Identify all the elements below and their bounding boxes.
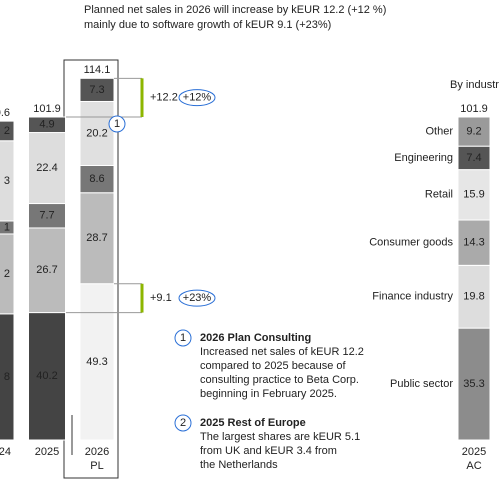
segment-label: 7.4 — [466, 152, 481, 164]
segment-name: Other — [425, 125, 453, 137]
note-line: from UK and kEUR 3.4 from — [200, 445, 337, 457]
bar-segment — [457, 264, 491, 329]
total-label: 0.6 — [0, 107, 10, 119]
segment-label: 40.2 — [36, 370, 57, 382]
segment-label: 28.7 — [86, 232, 107, 244]
segment-label: 14.3 — [463, 237, 484, 249]
segment-name: Consumer goods — [369, 237, 453, 249]
segment-label: 8.6 — [89, 173, 104, 185]
segment-label: 2 — [4, 125, 10, 137]
note-line: compared to 2025 because of — [200, 360, 346, 372]
segment-name: Finance industry — [372, 291, 453, 303]
segment-label: 8 — [4, 371, 10, 383]
percent-ellipse — [178, 89, 216, 107]
category-label: 24 — [0, 446, 11, 458]
bar-segment — [0, 140, 15, 222]
segment-label: 9.2 — [466, 125, 481, 137]
category-label: 2025 — [462, 446, 486, 458]
bar-segment — [457, 327, 491, 441]
segment-label: 7.7 — [39, 210, 54, 222]
category-label: 2025 — [35, 446, 59, 458]
category-sublabel: PL — [90, 460, 103, 472]
segment-label: 19.8 — [463, 291, 484, 303]
bar-segment — [457, 219, 491, 266]
marker-label: 1 — [114, 118, 120, 130]
note-marker-label: 2 — [180, 417, 186, 429]
total-label: 114.1 — [84, 64, 111, 76]
note-marker — [174, 414, 192, 432]
header-line: mainly due to software growth of kEUR 9.… — [84, 19, 331, 31]
delta-label: +12.2 — [150, 92, 178, 104]
segment-label: 20.2 — [86, 127, 107, 139]
total-label: 101.9 — [33, 103, 61, 115]
bar-segment — [28, 227, 66, 314]
segment-label: 2 — [4, 268, 10, 280]
bar-segment — [79, 164, 115, 194]
category-label: 2026 — [85, 446, 109, 458]
segment-label: 22.4 — [36, 162, 57, 174]
delta-label: +9.1 — [150, 292, 172, 304]
segment-label: 1 — [4, 221, 10, 233]
bar-segment — [28, 203, 66, 229]
segment-label: 35.3 — [463, 378, 484, 390]
segment-label: 26.7 — [36, 264, 57, 276]
bar-segment — [79, 77, 115, 102]
note-line: beginning in February 2025. — [200, 388, 337, 400]
bar-segment — [79, 283, 115, 441]
segment-name: Public sector — [390, 378, 453, 390]
segment-label: 49.3 — [86, 356, 107, 368]
note-line: The largest shares are kEUR 5.1 — [200, 431, 360, 443]
note-title: 2025 Rest of Europe — [200, 417, 306, 429]
bar-segment — [28, 116, 66, 134]
note-title: 2026 Plan Consulting — [200, 332, 311, 344]
bar-segment — [79, 192, 115, 285]
note-marker-label: 1 — [180, 332, 186, 344]
bar-segment — [0, 313, 15, 441]
segment-name: Retail — [425, 189, 453, 201]
note-line: Increased net sales of kEUR 12.2 — [200, 346, 364, 358]
bar-segment — [79, 100, 115, 166]
segment-label: 7.3 — [89, 84, 104, 96]
bar-segment — [28, 312, 66, 441]
note-marker — [174, 329, 192, 347]
bar-segment — [457, 169, 491, 221]
segment-label: 15.9 — [463, 189, 484, 201]
percent-label: +23% — [183, 292, 212, 304]
note-line: consulting practice to Beta Corp. — [200, 374, 359, 386]
chart-title: By industr — [450, 79, 499, 91]
segment-label: 4.9 — [39, 119, 54, 131]
bar-segment — [0, 220, 15, 235]
bar-segment — [0, 233, 15, 315]
marker-circle — [108, 115, 126, 133]
bar-segment — [28, 132, 66, 205]
segment-label: 3 — [4, 175, 10, 187]
segment-name: Engineering — [394, 152, 453, 164]
bar-segment — [0, 120, 15, 142]
percent-ellipse — [178, 289, 216, 307]
percent-label: +12% — [183, 92, 212, 104]
bar-segment — [457, 116, 491, 147]
header-line: Planned net sales in 2026 will increase … — [84, 4, 386, 16]
note-line: the Netherlands — [200, 459, 278, 471]
category-sublabel: AC — [466, 460, 481, 472]
total-label: 101.9 — [460, 103, 488, 115]
